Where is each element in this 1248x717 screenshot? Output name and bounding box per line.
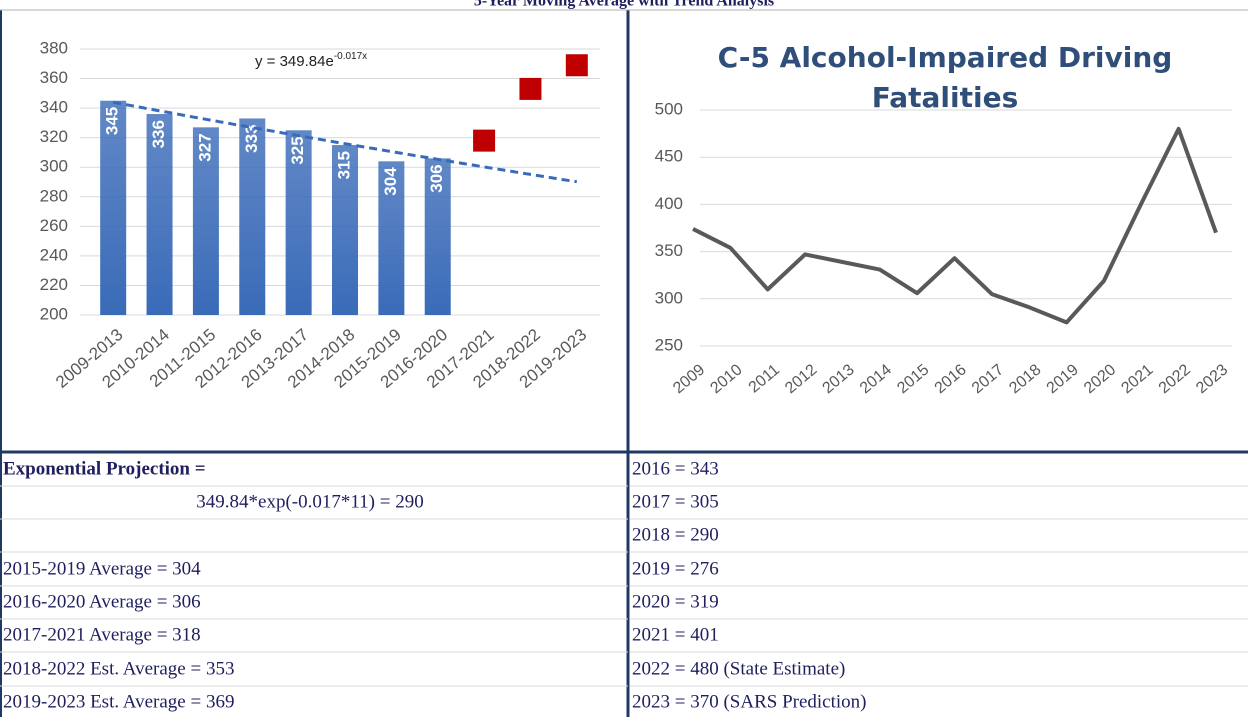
bar bbox=[192, 127, 219, 315]
y-tick-label: 320 bbox=[40, 127, 68, 146]
y-tick-label: 300 bbox=[655, 288, 683, 307]
text-line: 2019 = 276 bbox=[632, 558, 719, 579]
y-tick-label: 200 bbox=[40, 304, 68, 323]
x-tick-label: 2010 bbox=[707, 361, 745, 397]
data-label: 345 bbox=[103, 107, 122, 135]
text-line: 2022 = 480 (State Estimate) bbox=[632, 658, 845, 679]
marker bbox=[473, 129, 496, 152]
y-tick-label: 350 bbox=[655, 241, 683, 260]
y-tick-label: 360 bbox=[40, 68, 68, 87]
text-line: 2017 = 305 bbox=[632, 491, 719, 512]
y-tick-label: 280 bbox=[40, 186, 68, 205]
marker bbox=[565, 54, 588, 77]
frame bbox=[0, 9, 1248, 717]
y-tick-label: 500 bbox=[655, 99, 683, 118]
x-tick-label: 2016 bbox=[932, 361, 970, 397]
text-line: 2018-2022 Est. Average = 353 bbox=[3, 658, 234, 679]
y-tick-label: 260 bbox=[40, 216, 68, 235]
x-tick-label: 2012 bbox=[782, 361, 820, 397]
data-label: 306 bbox=[427, 164, 446, 192]
text-line: 2021 = 401 bbox=[632, 624, 719, 645]
trend-equation-base: y = 349.84e bbox=[255, 53, 334, 70]
text-line: 2023 = 370 (SARS Prediction) bbox=[632, 691, 867, 712]
bar bbox=[100, 100, 127, 315]
data-label: 304 bbox=[381, 167, 400, 196]
x-tick-label: 2013 bbox=[820, 361, 858, 397]
x-tick-label: 2019 bbox=[1044, 361, 1082, 397]
y-tick-label: 220 bbox=[40, 275, 68, 294]
text-line: 2016 = 343 bbox=[632, 458, 719, 479]
page-title: 5-Year Moving Average with Trend Analysi… bbox=[474, 0, 774, 10]
bar bbox=[285, 130, 312, 315]
x-tick-label: 2018 bbox=[1006, 361, 1044, 397]
y-tick-label: 240 bbox=[40, 245, 68, 264]
data-label: 327 bbox=[195, 133, 214, 161]
x-tick-label: 2015 bbox=[894, 361, 932, 397]
text-line: 2020 = 319 bbox=[632, 591, 719, 612]
x-tick-label: 2020 bbox=[1081, 361, 1119, 397]
y-tick-label: 450 bbox=[655, 147, 683, 166]
text-line: 2018 = 290 bbox=[632, 524, 719, 545]
x-tick-label: 2011 bbox=[746, 361, 783, 396]
trendline bbox=[112, 100, 578, 184]
heading: Exponential Projection = bbox=[3, 458, 206, 479]
x-tick-label: 2021 bbox=[1118, 361, 1156, 397]
text-line: 2015-2019 Average = 304 bbox=[3, 558, 201, 579]
x-tick-label: 2009 bbox=[670, 361, 708, 397]
data-label: 336 bbox=[149, 120, 168, 148]
bar bbox=[332, 145, 358, 315]
data-label: 333 bbox=[242, 124, 261, 152]
formula: 349.84*exp(-0.017*11) = 290 bbox=[196, 491, 423, 512]
x-tick-label: 2023 bbox=[1193, 361, 1231, 397]
data-label: 325 bbox=[288, 136, 307, 164]
y-tick-label: 400 bbox=[655, 194, 683, 213]
trend-equation: y = 349.84e-0.017x bbox=[255, 51, 367, 70]
y-tick-label: 250 bbox=[655, 335, 683, 354]
chart-title: C-5 Alcohol-Impaired Driving Fatalities bbox=[717, 41, 1173, 114]
bar bbox=[146, 114, 173, 316]
y-tick-label: 340 bbox=[40, 98, 68, 117]
marker bbox=[519, 77, 542, 100]
bar bbox=[378, 161, 405, 315]
bar bbox=[424, 158, 451, 315]
text-line: 2016-2020 Average = 306 bbox=[3, 591, 201, 612]
y-tick-label: 300 bbox=[40, 157, 68, 176]
trend-equation-exponent: -0.017x bbox=[334, 51, 367, 62]
x-tick-label: 2014 bbox=[857, 361, 895, 397]
data-label: 315 bbox=[334, 151, 353, 179]
line bbox=[692, 126, 1218, 325]
text-line: 2019-2023 Est. Average = 369 bbox=[3, 691, 234, 712]
bar bbox=[239, 118, 266, 315]
y-tick-label: 380 bbox=[40, 38, 68, 57]
x-tick-label: 2022 bbox=[1156, 361, 1194, 397]
text-line: 2017-2021 Average = 318 bbox=[3, 624, 201, 645]
x-tick-label: 2017 bbox=[969, 361, 1007, 397]
